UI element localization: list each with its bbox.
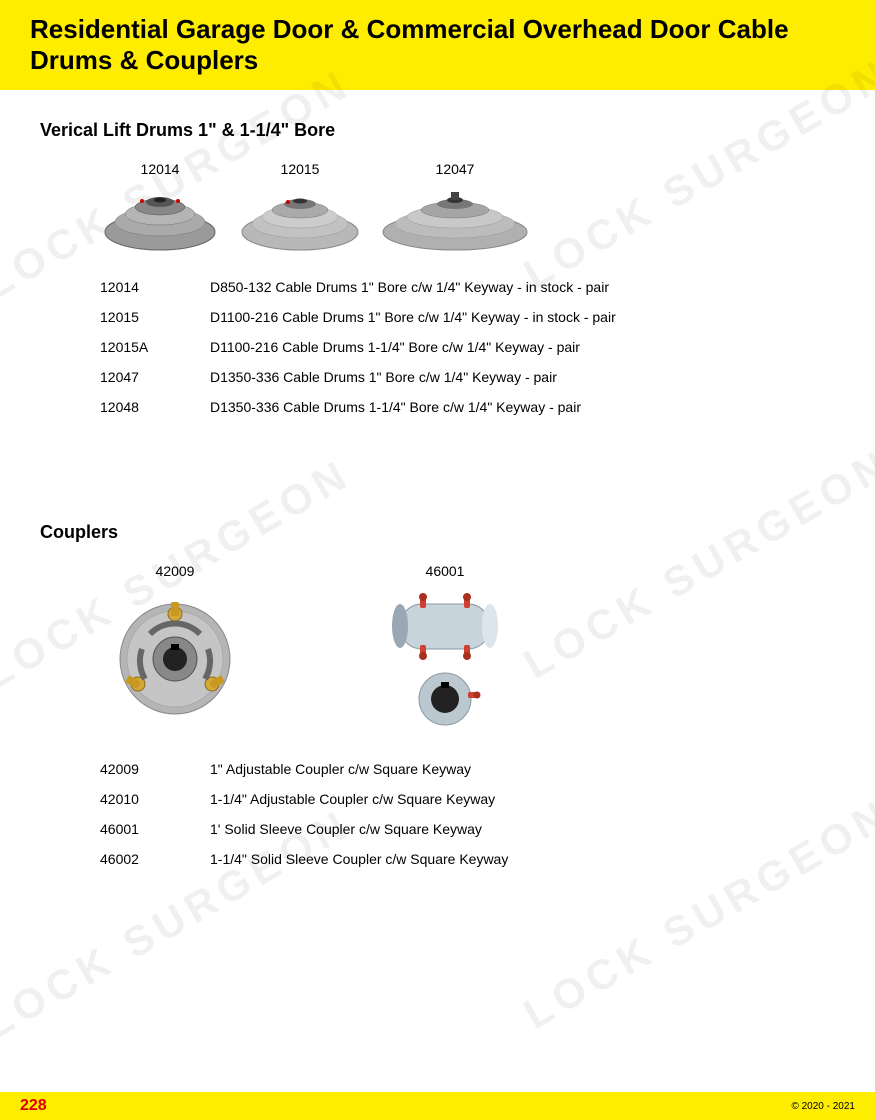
table-row: 12048 D1350-336 Cable Drums 1-1/4" Bore … <box>100 392 835 422</box>
spec-code: 12015A <box>100 339 210 355</box>
product-label: 12047 <box>436 161 475 177</box>
table-row: 42009 1" Adjustable Coupler c/w Square K… <box>100 754 835 784</box>
spec-desc: D850-132 Cable Drums 1" Bore c/w 1/4" Ke… <box>210 279 835 295</box>
drums-spec-table: 12014 D850-132 Cable Drums 1" Bore c/w 1… <box>100 272 835 422</box>
spec-desc: 1-1/4" Solid Sleeve Coupler c/w Square K… <box>210 851 835 867</box>
spec-desc: 1" Adjustable Coupler c/w Square Keyway <box>210 761 835 777</box>
spec-code: 12014 <box>100 279 210 295</box>
product-item: 12015 <box>240 161 360 252</box>
page-number: 228 <box>20 1097 47 1115</box>
copyright: © 2020 - 2021 <box>791 1101 855 1112</box>
spec-code: 42010 <box>100 791 210 807</box>
drum-icon <box>100 182 220 252</box>
couplers-spec-table: 42009 1" Adjustable Coupler c/w Square K… <box>100 754 835 874</box>
table-row: 12014 D850-132 Cable Drums 1" Bore c/w 1… <box>100 272 835 302</box>
page-title: Residential Garage Door & Commercial Ove… <box>30 14 845 76</box>
product-label: 46001 <box>426 563 465 579</box>
product-label: 12014 <box>141 161 180 177</box>
footer-bar: 228 © 2020 - 2021 <box>0 1092 875 1120</box>
table-row: 12047 D1350-336 Cable Drums 1" Bore c/w … <box>100 362 835 392</box>
spec-desc: 1' Solid Sleeve Coupler c/w Square Keywa… <box>210 821 835 837</box>
spec-desc: D1100-216 Cable Drums 1-1/4" Bore c/w 1/… <box>210 339 835 355</box>
coupler-icon <box>370 584 520 734</box>
drum-icon <box>380 182 530 252</box>
section-title-drums: Verical Lift Drums 1" & 1-1/4" Bore <box>40 120 835 141</box>
content-area: Verical Lift Drums 1" & 1-1/4" Bore 1201… <box>0 90 875 874</box>
coupler-images-row: 42009 <box>100 563 835 734</box>
drum-icon <box>240 182 360 252</box>
spec-desc: 1-1/4" Adjustable Coupler c/w Square Key… <box>210 791 835 807</box>
spec-code: 12047 <box>100 369 210 385</box>
product-item: 12014 <box>100 161 220 252</box>
header-bar: Residential Garage Door & Commercial Ove… <box>0 0 875 90</box>
spec-code: 46002 <box>100 851 210 867</box>
product-item: 46001 <box>370 563 520 734</box>
product-item: 12047 <box>380 161 530 252</box>
product-label: 42009 <box>156 563 195 579</box>
spec-desc: D1350-336 Cable Drums 1" Bore c/w 1/4" K… <box>210 369 835 385</box>
spec-code: 12015 <box>100 309 210 325</box>
product-item: 42009 <box>100 563 250 734</box>
product-label: 12015 <box>281 161 320 177</box>
section-title-couplers: Couplers <box>40 522 835 543</box>
table-row: 12015 D1100-216 Cable Drums 1" Bore c/w … <box>100 302 835 332</box>
table-row: 46001 1' Solid Sleeve Coupler c/w Square… <box>100 814 835 844</box>
spec-desc: D1100-216 Cable Drums 1" Bore c/w 1/4" K… <box>210 309 835 325</box>
spec-code: 46001 <box>100 821 210 837</box>
coupler-icon <box>100 584 250 734</box>
spec-code: 12048 <box>100 399 210 415</box>
table-row: 12015A D1100-216 Cable Drums 1-1/4" Bore… <box>100 332 835 362</box>
spec-code: 42009 <box>100 761 210 777</box>
table-row: 42010 1-1/4" Adjustable Coupler c/w Squa… <box>100 784 835 814</box>
table-row: 46002 1-1/4" Solid Sleeve Coupler c/w Sq… <box>100 844 835 874</box>
drum-images-row: 12014 12015 <box>100 161 835 252</box>
spec-desc: D1350-336 Cable Drums 1-1/4" Bore c/w 1/… <box>210 399 835 415</box>
